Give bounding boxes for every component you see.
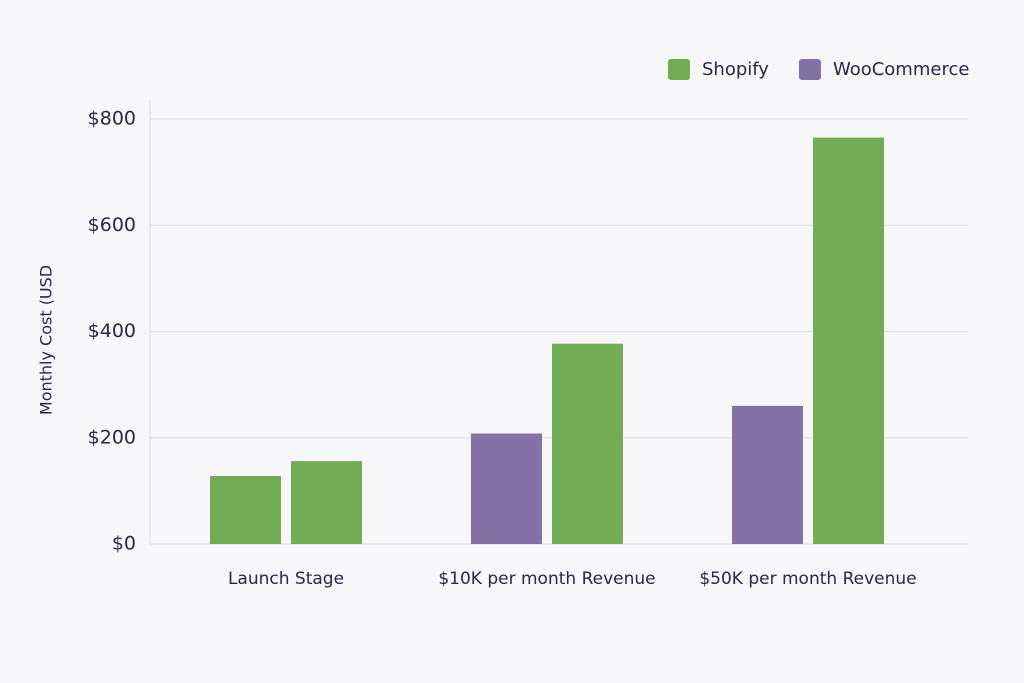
y-tick-label: $0 bbox=[112, 533, 136, 555]
y-tick-label: $200 bbox=[88, 426, 136, 448]
legend-swatch bbox=[798, 59, 821, 80]
bar bbox=[471, 433, 542, 544]
y-tick-label: $800 bbox=[88, 108, 136, 130]
y-tick-label: $600 bbox=[88, 214, 136, 236]
x-tick-label: $10K per month Revenue bbox=[438, 569, 655, 589]
bar bbox=[813, 137, 884, 544]
y-axis-label: Monthly Cost (USD bbox=[37, 265, 56, 415]
bar bbox=[210, 476, 281, 544]
x-tick-label: $50K per month Revenue bbox=[699, 569, 916, 589]
legend-swatch bbox=[668, 59, 690, 80]
legend-label: WooCommerce bbox=[833, 59, 969, 80]
legend-label: Shopify bbox=[702, 59, 769, 80]
y-tick-label: $400 bbox=[88, 320, 136, 342]
x-tick-label: Launch Stage bbox=[228, 569, 344, 589]
bar bbox=[732, 405, 803, 544]
bar bbox=[552, 343, 623, 544]
bar bbox=[291, 461, 362, 544]
